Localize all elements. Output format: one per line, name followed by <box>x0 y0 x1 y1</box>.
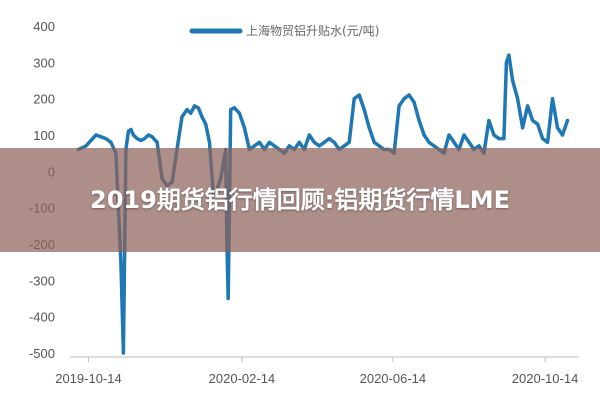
data-point <box>467 140 471 144</box>
data-point <box>200 115 204 119</box>
data-point <box>447 133 451 137</box>
data-point <box>272 144 276 148</box>
banner-title: 2019期货铝行情回顾:铝期货行情LME <box>90 186 510 214</box>
data-point <box>84 144 88 148</box>
data-point <box>312 140 316 144</box>
data-point <box>560 133 565 137</box>
data-point <box>129 127 133 132</box>
data-point <box>507 53 511 57</box>
data-point <box>146 133 150 137</box>
data-point <box>377 144 381 148</box>
legend: 上海物贸铝升贴水(元/吨) <box>189 23 379 38</box>
data-point <box>541 137 545 141</box>
data-point <box>367 126 371 130</box>
y-tick-label: 200 <box>33 92 55 107</box>
data-point <box>487 118 491 123</box>
x-axis-ticks <box>87 357 546 362</box>
data-point <box>99 135 103 139</box>
y-tick-label: -400 <box>29 310 55 325</box>
data-point <box>131 133 135 137</box>
data-point <box>352 97 356 101</box>
data-point <box>504 60 508 64</box>
data-point <box>536 122 540 126</box>
x-tick-label: 2020-02-14 <box>209 371 276 386</box>
data-point <box>546 140 550 144</box>
data-point <box>417 118 421 123</box>
data-point <box>121 351 125 355</box>
data-point <box>104 137 108 141</box>
data-point <box>492 133 496 137</box>
data-point <box>237 111 241 115</box>
data-point <box>407 93 411 97</box>
y-tick-label: -500 <box>29 346 55 361</box>
data-point <box>516 97 520 101</box>
data-point <box>226 296 230 301</box>
data-point <box>372 140 376 144</box>
data-point <box>89 138 93 142</box>
data-point <box>477 144 481 148</box>
data-point <box>109 140 113 144</box>
data-point <box>427 140 431 144</box>
data-point <box>322 140 326 144</box>
data-point <box>94 133 98 137</box>
data-point <box>143 137 147 141</box>
data-point <box>207 140 212 144</box>
data-point <box>555 126 560 130</box>
data-point <box>432 144 436 148</box>
y-tick-label: 400 <box>33 19 55 34</box>
data-point <box>327 137 331 141</box>
title-banner: 2019期货铝行情回顾:铝期货行情LME <box>0 148 600 252</box>
data-point <box>139 138 143 142</box>
data-point <box>422 133 426 137</box>
x-tick-label: 2020-06-14 <box>360 371 427 386</box>
x-tick-label: 2019-10-14 <box>55 371 122 386</box>
y-tick-label: 100 <box>33 128 55 143</box>
data-point <box>126 129 130 133</box>
data-point <box>155 140 159 144</box>
data-point <box>180 115 184 119</box>
data-point <box>297 140 301 144</box>
data-point <box>192 104 197 108</box>
data-point <box>397 104 401 108</box>
x-tick-label: 2020-10-14 <box>512 371 579 386</box>
data-point <box>229 108 233 112</box>
data-point <box>119 260 123 264</box>
data-point <box>526 104 530 108</box>
data-point <box>357 93 361 97</box>
data-point <box>204 122 208 126</box>
data-point <box>252 144 256 148</box>
data-point <box>196 106 200 110</box>
data-point <box>452 140 456 144</box>
data-point <box>462 133 466 137</box>
legend-label: 上海物贸铝升贴水(元/吨) <box>246 23 379 38</box>
x-axis-labels: 2019-10-14 2020-02-14 2020-06-14 2020-10-14 <box>55 371 578 386</box>
data-point <box>550 97 555 101</box>
data-point <box>150 135 154 139</box>
data-point <box>257 140 261 144</box>
y-tick-label: -300 <box>29 273 55 288</box>
data-point <box>307 133 311 137</box>
data-point <box>267 140 271 144</box>
data-point <box>185 108 189 112</box>
data-point <box>521 126 525 130</box>
data-point <box>332 140 336 144</box>
data-point <box>497 137 501 141</box>
data-point <box>232 106 236 110</box>
data-point <box>565 118 570 123</box>
y-tick-label: 300 <box>33 55 55 70</box>
data-point <box>135 137 139 141</box>
data-point <box>317 144 321 148</box>
data-point <box>342 144 346 148</box>
data-point <box>189 111 193 115</box>
data-point <box>531 118 535 123</box>
data-point <box>502 137 506 141</box>
data-point <box>347 140 351 144</box>
data-point <box>242 126 246 130</box>
data-point <box>412 100 416 104</box>
data-point <box>362 108 366 112</box>
data-point <box>287 144 291 148</box>
data-point <box>402 97 406 101</box>
data-point <box>510 78 515 83</box>
